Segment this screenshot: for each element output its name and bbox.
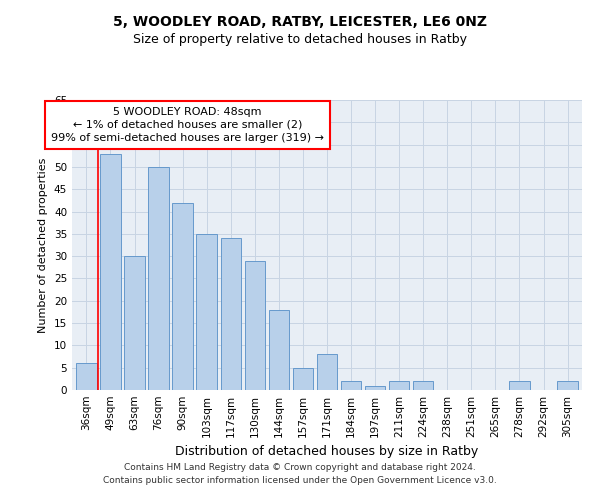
Bar bbox=[221, 238, 241, 390]
X-axis label: Distribution of detached houses by size in Ratby: Distribution of detached houses by size … bbox=[175, 446, 479, 458]
Bar bbox=[172, 202, 193, 390]
Bar bbox=[293, 368, 313, 390]
Bar bbox=[413, 381, 433, 390]
Bar bbox=[76, 363, 97, 390]
Bar bbox=[124, 256, 145, 390]
Bar bbox=[341, 381, 361, 390]
Bar bbox=[389, 381, 409, 390]
Bar bbox=[245, 260, 265, 390]
Text: Contains HM Land Registry data © Crown copyright and database right 2024.
Contai: Contains HM Land Registry data © Crown c… bbox=[103, 464, 497, 485]
Bar bbox=[196, 234, 217, 390]
Bar bbox=[269, 310, 289, 390]
Text: 5 WOODLEY ROAD: 48sqm
← 1% of detached houses are smaller (2)
99% of semi-detach: 5 WOODLEY ROAD: 48sqm ← 1% of detached h… bbox=[51, 106, 324, 143]
Bar bbox=[557, 381, 578, 390]
Bar bbox=[317, 354, 337, 390]
Y-axis label: Number of detached properties: Number of detached properties bbox=[38, 158, 49, 332]
Text: 5, WOODLEY ROAD, RATBY, LEICESTER, LE6 0NZ: 5, WOODLEY ROAD, RATBY, LEICESTER, LE6 0… bbox=[113, 15, 487, 29]
Bar bbox=[365, 386, 385, 390]
Text: Size of property relative to detached houses in Ratby: Size of property relative to detached ho… bbox=[133, 32, 467, 46]
Bar bbox=[100, 154, 121, 390]
Bar bbox=[148, 167, 169, 390]
Bar bbox=[509, 381, 530, 390]
